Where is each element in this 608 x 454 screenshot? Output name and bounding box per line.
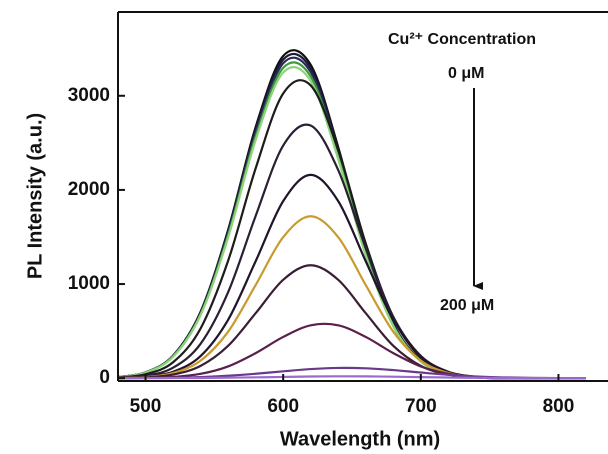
x-tick-label: 700 bbox=[405, 396, 437, 417]
annotation: 200 μM bbox=[440, 297, 494, 314]
spectrum-line bbox=[118, 123, 586, 380]
plot-area bbox=[118, 49, 586, 380]
annotation: Cu²⁺ Concentration bbox=[388, 31, 536, 48]
x-axis-label: Wavelength (nm) bbox=[280, 428, 440, 450]
spectrum-line bbox=[118, 375, 586, 380]
spectrum-line bbox=[118, 65, 586, 380]
spectrum-line bbox=[118, 264, 586, 380]
annotation: 0 μM bbox=[448, 65, 484, 82]
y-tick-label: 2000 bbox=[68, 179, 110, 200]
axes bbox=[117, 11, 608, 382]
y-axis-label: PL Intensity (a.u.) bbox=[24, 113, 46, 279]
y-tick-label: 1000 bbox=[68, 273, 110, 294]
y-tick-label: 0 bbox=[99, 367, 110, 388]
x-tick-label: 600 bbox=[267, 396, 299, 417]
x-tick-label: 800 bbox=[543, 396, 575, 417]
y-tick-label: 3000 bbox=[68, 85, 110, 106]
x-tick-label: 500 bbox=[130, 396, 162, 417]
